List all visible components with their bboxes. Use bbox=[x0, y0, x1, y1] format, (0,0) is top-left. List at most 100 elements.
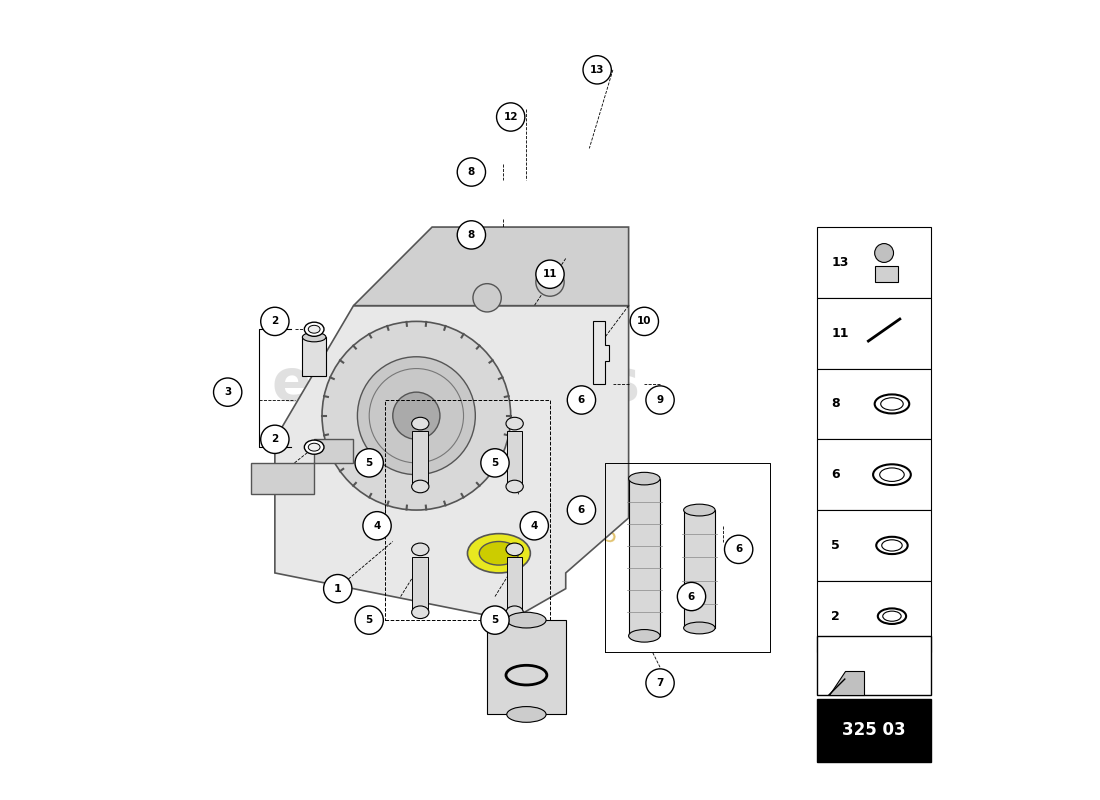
Ellipse shape bbox=[507, 612, 546, 628]
Circle shape bbox=[261, 307, 289, 335]
Text: 11: 11 bbox=[542, 270, 558, 279]
Bar bbox=[817, 510, 932, 581]
Polygon shape bbox=[302, 337, 326, 377]
Text: 5: 5 bbox=[492, 615, 498, 625]
Text: a passionate parts since 1985: a passionate parts since 1985 bbox=[292, 442, 620, 547]
Polygon shape bbox=[251, 439, 353, 494]
Circle shape bbox=[213, 378, 242, 406]
Bar bbox=[817, 636, 932, 694]
Bar bbox=[817, 698, 932, 762]
Text: 2: 2 bbox=[272, 316, 278, 326]
Text: 5: 5 bbox=[832, 539, 840, 552]
Text: eurospares: eurospares bbox=[272, 356, 640, 413]
Text: 13: 13 bbox=[832, 256, 849, 269]
Circle shape bbox=[583, 56, 612, 84]
Circle shape bbox=[481, 606, 509, 634]
Circle shape bbox=[261, 425, 289, 454]
Ellipse shape bbox=[507, 706, 546, 722]
Text: 6: 6 bbox=[578, 505, 585, 515]
Ellipse shape bbox=[506, 418, 524, 430]
Ellipse shape bbox=[468, 534, 530, 573]
Circle shape bbox=[536, 260, 564, 288]
Circle shape bbox=[323, 574, 352, 603]
Ellipse shape bbox=[506, 606, 524, 618]
Ellipse shape bbox=[506, 543, 524, 556]
Polygon shape bbox=[487, 620, 565, 714]
Text: 4: 4 bbox=[373, 521, 381, 530]
Circle shape bbox=[355, 449, 383, 477]
Circle shape bbox=[646, 669, 674, 697]
Ellipse shape bbox=[683, 504, 715, 516]
Text: 6: 6 bbox=[578, 395, 585, 405]
Polygon shape bbox=[507, 558, 522, 612]
Circle shape bbox=[496, 103, 525, 131]
Text: 2: 2 bbox=[832, 610, 840, 622]
Text: 11: 11 bbox=[832, 326, 849, 340]
Circle shape bbox=[568, 496, 595, 524]
Bar bbox=[817, 581, 932, 651]
Polygon shape bbox=[507, 431, 522, 486]
Ellipse shape bbox=[628, 472, 660, 485]
Text: 8: 8 bbox=[468, 230, 475, 240]
Polygon shape bbox=[412, 431, 428, 486]
Text: 8: 8 bbox=[468, 167, 475, 177]
Circle shape bbox=[646, 386, 674, 414]
Ellipse shape bbox=[411, 543, 429, 556]
Polygon shape bbox=[628, 478, 660, 636]
Polygon shape bbox=[353, 227, 628, 306]
Text: 8: 8 bbox=[832, 398, 840, 410]
Circle shape bbox=[393, 392, 440, 439]
Circle shape bbox=[520, 512, 549, 540]
Circle shape bbox=[630, 307, 659, 335]
Ellipse shape bbox=[305, 322, 324, 336]
Circle shape bbox=[678, 582, 706, 610]
Circle shape bbox=[322, 322, 510, 510]
Text: 4: 4 bbox=[530, 521, 538, 530]
Text: 9: 9 bbox=[657, 395, 663, 405]
Circle shape bbox=[355, 606, 383, 634]
Ellipse shape bbox=[411, 418, 429, 430]
Text: 2: 2 bbox=[272, 434, 278, 444]
Polygon shape bbox=[593, 322, 609, 384]
Ellipse shape bbox=[411, 606, 429, 618]
Text: 3: 3 bbox=[224, 387, 231, 397]
Circle shape bbox=[458, 221, 485, 249]
Circle shape bbox=[458, 158, 485, 186]
Ellipse shape bbox=[305, 440, 324, 454]
Text: 13: 13 bbox=[590, 65, 604, 75]
Text: 325 03: 325 03 bbox=[843, 721, 906, 739]
Bar bbox=[817, 298, 932, 369]
Circle shape bbox=[358, 357, 475, 474]
Circle shape bbox=[481, 449, 509, 477]
Circle shape bbox=[568, 386, 595, 414]
Text: 12: 12 bbox=[504, 112, 518, 122]
Polygon shape bbox=[683, 510, 715, 628]
Ellipse shape bbox=[628, 630, 660, 642]
Polygon shape bbox=[275, 306, 628, 620]
Polygon shape bbox=[829, 671, 865, 694]
Bar bbox=[817, 439, 932, 510]
Text: 1: 1 bbox=[334, 584, 342, 594]
Ellipse shape bbox=[506, 480, 524, 493]
Text: 6: 6 bbox=[688, 591, 695, 602]
Circle shape bbox=[725, 535, 752, 563]
Ellipse shape bbox=[683, 622, 715, 634]
Text: 10: 10 bbox=[637, 316, 651, 326]
Text: 5: 5 bbox=[365, 458, 373, 468]
Text: 5: 5 bbox=[492, 458, 498, 468]
Circle shape bbox=[536, 268, 564, 296]
Circle shape bbox=[363, 512, 392, 540]
Ellipse shape bbox=[308, 443, 320, 451]
Circle shape bbox=[473, 284, 502, 312]
Ellipse shape bbox=[302, 332, 326, 342]
Bar bbox=[874, 266, 899, 282]
Text: 5: 5 bbox=[365, 615, 373, 625]
Ellipse shape bbox=[480, 542, 518, 565]
Polygon shape bbox=[412, 558, 428, 612]
Bar bbox=[817, 369, 932, 439]
Ellipse shape bbox=[308, 326, 320, 333]
Text: 6: 6 bbox=[832, 468, 840, 481]
Ellipse shape bbox=[411, 480, 429, 493]
Circle shape bbox=[874, 243, 893, 262]
Text: 7: 7 bbox=[657, 678, 663, 688]
